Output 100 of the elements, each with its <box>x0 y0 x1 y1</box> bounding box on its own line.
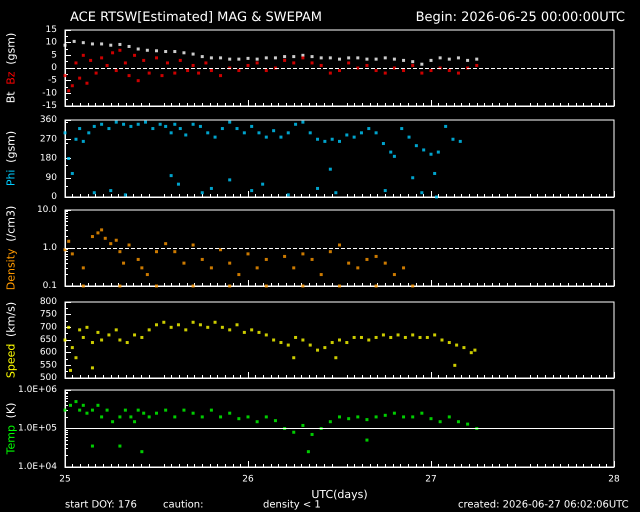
point <box>356 266 360 270</box>
point <box>82 266 85 270</box>
point <box>301 424 304 427</box>
y-tick-label: -5 <box>48 76 57 86</box>
y-tick-label: 10 <box>46 38 58 48</box>
point <box>430 69 432 72</box>
point <box>219 415 222 418</box>
y-tick-label: 650 <box>40 335 58 345</box>
point <box>82 284 85 288</box>
point <box>182 51 186 54</box>
point <box>155 56 158 60</box>
point <box>310 55 314 58</box>
point <box>310 258 314 261</box>
point <box>90 235 94 238</box>
y-tick-label: 360 <box>40 115 58 125</box>
point <box>310 432 314 436</box>
point <box>384 262 387 265</box>
point <box>100 415 104 418</box>
point <box>200 258 204 261</box>
point <box>338 415 341 418</box>
text: Bz <box>4 71 18 85</box>
y-tick-label: 180 <box>40 154 58 164</box>
point <box>384 56 387 60</box>
point <box>182 262 186 265</box>
point <box>228 284 232 288</box>
point <box>347 417 350 420</box>
point <box>200 55 204 58</box>
point <box>264 415 268 418</box>
point <box>146 48 149 52</box>
y-tick-label: 600 <box>40 348 58 358</box>
y-tick-label: 0 <box>51 63 58 73</box>
point <box>96 231 100 234</box>
text: start DOY: 176 <box>65 500 137 510</box>
point <box>219 56 222 60</box>
text: Speed <box>4 344 18 378</box>
point <box>136 79 140 82</box>
point <box>384 72 387 75</box>
x-tick-label: 25 <box>59 474 71 484</box>
point <box>402 58 406 62</box>
point <box>246 415 250 418</box>
point <box>118 48 122 52</box>
y-tick-label: -15 <box>42 101 57 111</box>
point <box>100 228 104 232</box>
point <box>256 266 259 270</box>
point <box>142 58 146 62</box>
point <box>118 250 122 254</box>
point <box>164 242 168 246</box>
point <box>374 69 378 72</box>
point <box>328 250 332 254</box>
text: Bt <box>4 90 18 104</box>
y-tick-label: 270 <box>40 134 58 144</box>
point <box>356 56 360 60</box>
point <box>411 60 414 64</box>
point <box>136 408 140 412</box>
point <box>448 69 451 72</box>
text: Temp <box>4 425 18 456</box>
point <box>192 284 195 288</box>
point <box>274 419 277 422</box>
y-tick-label: 0.1 <box>42 281 57 291</box>
text: caution: <box>163 500 204 510</box>
point <box>160 74 164 78</box>
point <box>306 450 310 454</box>
point <box>122 262 126 265</box>
y-tick-label: 10.0 <box>36 205 58 215</box>
point <box>109 242 112 246</box>
text: density < 1 <box>263 500 321 510</box>
point <box>78 408 82 412</box>
point <box>124 61 127 64</box>
point <box>155 49 158 52</box>
point <box>402 266 406 270</box>
point <box>338 58 341 61</box>
y-tick-label: 5 <box>51 50 57 60</box>
point <box>111 51 114 54</box>
point <box>210 56 213 60</box>
point <box>82 41 85 44</box>
point <box>133 420 136 424</box>
point <box>264 56 268 60</box>
point <box>204 61 208 64</box>
point <box>140 266 144 270</box>
point <box>448 58 451 61</box>
x-tick-label: 27 <box>425 474 437 484</box>
point <box>411 415 414 418</box>
point <box>246 64 250 67</box>
point <box>411 64 414 67</box>
y-tick-label: 90 <box>46 172 58 183</box>
point <box>237 69 240 72</box>
point <box>320 64 323 67</box>
point <box>328 56 332 60</box>
point <box>64 74 66 78</box>
point <box>136 48 140 50</box>
point <box>148 72 151 75</box>
point <box>338 69 341 72</box>
point <box>192 412 195 415</box>
point <box>111 420 114 424</box>
point <box>292 266 296 270</box>
point <box>192 64 195 67</box>
point <box>402 415 406 418</box>
point <box>228 262 232 265</box>
point <box>392 412 396 415</box>
point <box>384 414 387 417</box>
